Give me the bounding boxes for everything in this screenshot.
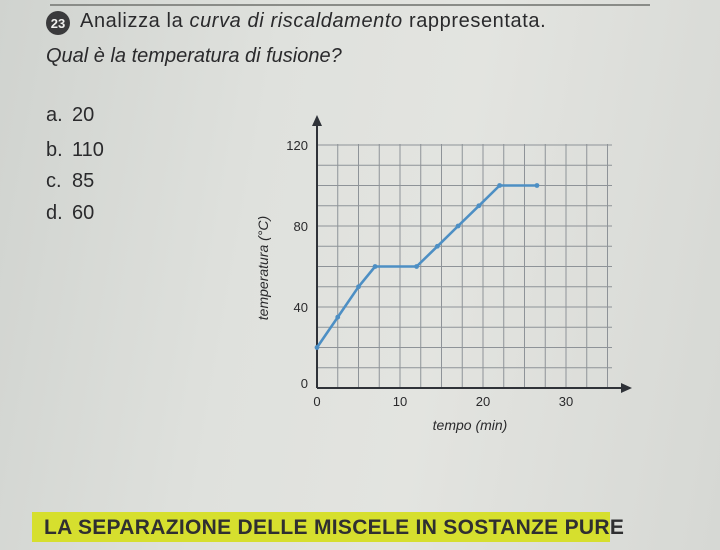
question-text-line1: Analizza la curva di riscaldamento rappr… — [80, 10, 547, 32]
y-tick-label: 80 — [294, 219, 308, 234]
data-point — [372, 264, 378, 269]
option-d[interactable]: d. 60 — [46, 202, 94, 225]
question-number-badge: 23 — [46, 11, 70, 35]
data-point — [356, 284, 361, 290]
chart-tick-labels: 0 10 20 30 0 40 80 120 — [286, 138, 573, 409]
option-letter: a. — [46, 104, 63, 126]
option-value: 110 — [72, 139, 104, 161]
data-point — [335, 314, 341, 320]
y-tick-label: 0 — [301, 376, 308, 391]
option-letter: d. — [46, 202, 63, 224]
data-point — [314, 345, 320, 350]
data-point — [434, 243, 440, 249]
x-tick-label: 10 — [393, 394, 407, 409]
option-letter: b. — [46, 139, 63, 161]
section-banner — [32, 512, 610, 542]
data-point — [455, 223, 461, 229]
data-point — [476, 203, 482, 209]
y-tick-label: 120 — [286, 138, 308, 153]
x-axis-label: tempo (min) — [433, 417, 508, 433]
option-letter: c. — [46, 170, 62, 192]
y-axis-arrow — [312, 115, 322, 126]
option-value: 85 — [72, 170, 95, 192]
x-tick-label: 30 — [559, 394, 573, 409]
x-axis-arrow — [621, 383, 632, 393]
data-point — [497, 183, 502, 188]
data-point — [414, 264, 419, 269]
heating-curve-line — [315, 184, 539, 349]
data-point — [534, 183, 540, 188]
option-value: 20 — [72, 104, 95, 126]
x-tick-label: 20 — [476, 394, 490, 409]
section-banner-text: LA SEPARAZIONE DELLE MISCELE IN SOSTANZE… — [44, 516, 625, 539]
x-tick-label: 0 — [313, 394, 320, 409]
y-tick-label: 40 — [294, 300, 308, 315]
option-b[interactable]: b. 110 — [46, 139, 104, 162]
chart-grid — [317, 144, 612, 388]
top-divider — [50, 4, 650, 6]
question-text-line2: Qual è la temperatura di fusione? — [46, 45, 342, 67]
chart-series — [314, 183, 540, 350]
option-c[interactable]: c. 85 — [46, 170, 94, 193]
y-axis-label: temperatura (°C) — [255, 216, 271, 320]
option-value: 60 — [72, 202, 95, 224]
option-a[interactable]: a. 20 — [46, 104, 94, 127]
chart-axes — [312, 115, 632, 393]
